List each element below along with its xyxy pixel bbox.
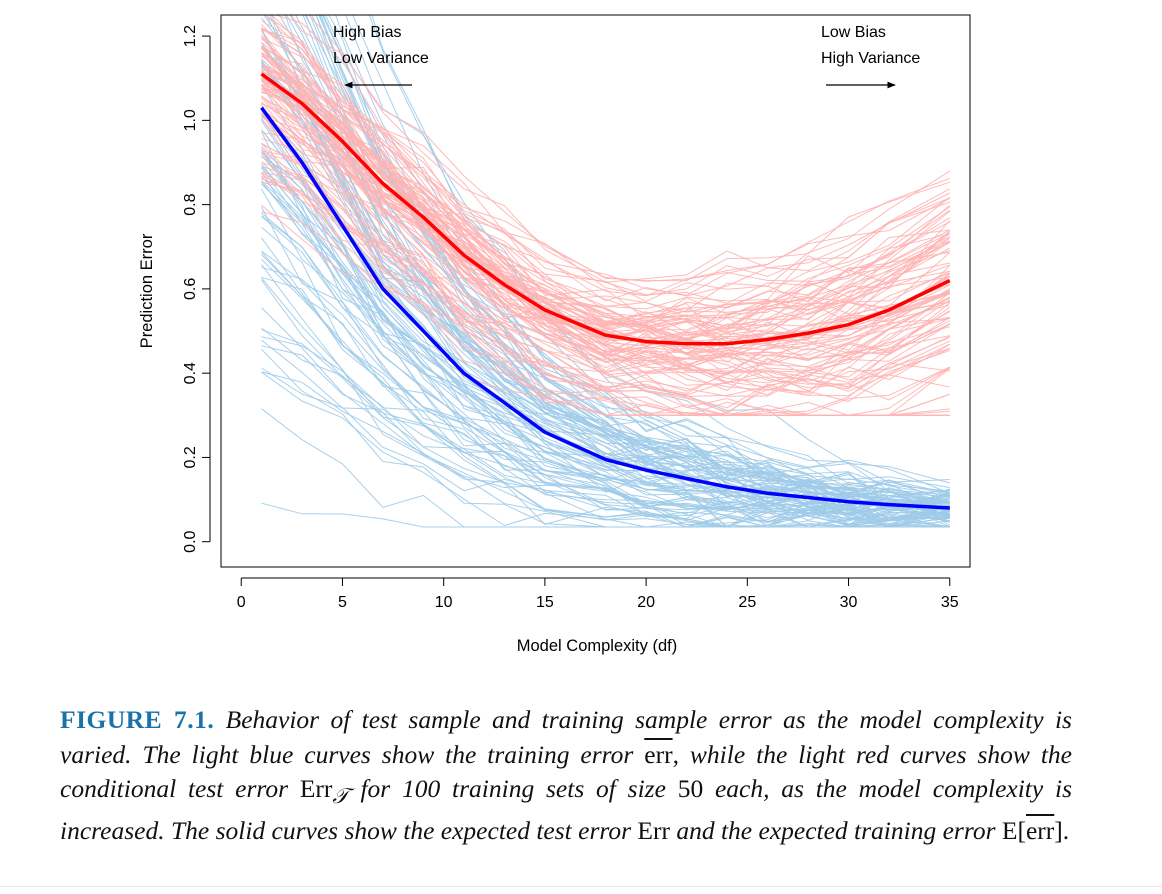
x-tick-label: 25 <box>738 594 756 611</box>
expected-err-symbol: err <box>1025 815 1055 845</box>
caption-text-1: Behavior of test sample and training sam… <box>60 705 1072 769</box>
training-replicate-curve <box>261 188 950 528</box>
y-axis: 0.0 0.2 0.4 0.6 0.8 1.0 1.2 <box>182 25 211 553</box>
expected-test-error-line <box>260 72 951 346</box>
y-tick-label: 0.4 <box>182 362 199 384</box>
low-bias-high-variance-label: High Variance <box>821 50 920 67</box>
caption-text-2: , while the light red curves show the co… <box>60 739 1072 804</box>
test-replicate-curve <box>261 30 950 327</box>
test-replicate-curve <box>261 47 950 360</box>
test-replicate-curve <box>261 77 951 367</box>
test-replicate-curve <box>261 45 951 320</box>
training-replicate-curve <box>261 336 950 508</box>
test-replicate-curve <box>261 166 951 414</box>
test-replicate-curve <box>261 80 950 372</box>
expectation-close: ]. <box>1054 815 1070 845</box>
test-replicate-curve <box>261 103 951 326</box>
training-replicate-curve <box>261 502 950 528</box>
test-replicate-curve <box>261 83 951 376</box>
training-replicate-curve <box>261 329 950 528</box>
training-replicate-curve <box>304 15 950 494</box>
x-axis-label: Model Complexity (df) <box>517 637 677 655</box>
test-replicate-curve <box>261 92 951 339</box>
test-replicate-curve <box>261 36 951 341</box>
x-tick-label: 0 <box>237 594 246 611</box>
test-replicate-curve <box>261 161 951 396</box>
test-replicate-curve <box>261 178 951 416</box>
test-replicate-curve <box>264 15 951 304</box>
page-divider <box>0 886 1162 887</box>
test-replicate-curve <box>261 28 951 302</box>
training-replicate-curve <box>261 276 950 521</box>
training-replicate-curve <box>261 250 950 528</box>
training-replicate-curve <box>371 15 950 494</box>
high-bias-low-variance-label: High Bias <box>333 24 401 41</box>
y-tick-label: 1.2 <box>182 25 199 47</box>
caption-text-4: each, as the model complexity is increas… <box>60 774 1072 845</box>
err-plain-symbol: Err <box>637 815 670 845</box>
test-replicate-curve <box>271 15 951 303</box>
err-t-subscript: 𝒯 <box>332 784 349 809</box>
training-replicate-curve <box>261 183 950 505</box>
training-replicate-curve <box>368 15 950 483</box>
training-replicate-curve <box>261 180 950 522</box>
y-tick-label: 0.8 <box>182 193 199 215</box>
test-replicate-curve <box>261 78 950 390</box>
training-replicate-curve <box>321 15 950 510</box>
err-t-symbol: Err <box>299 774 333 803</box>
x-tick-label: 30 <box>840 594 858 611</box>
caption-text-3: for 100 training sets of size <box>348 774 678 803</box>
x-tick-label: 20 <box>637 594 655 611</box>
x-tick-label: 5 <box>338 594 347 611</box>
high-bias-low-variance-label: Low Variance <box>333 50 429 67</box>
training-replicate-curve <box>261 266 950 527</box>
low-bias-high-variance-label: Low Bias <box>821 24 886 41</box>
test-replicate-curve <box>290 15 951 282</box>
training-replicate-curve <box>261 237 950 528</box>
test-replicate-curve <box>261 113 951 375</box>
training-replicate-curve <box>261 131 950 519</box>
expectation-open: E[ <box>1001 815 1026 845</box>
test-replicate-curve <box>261 37 950 342</box>
figure-caption: FIGURE 7.1. Behavior of test sample and … <box>60 703 1072 848</box>
training-replicate-curve <box>335 15 950 503</box>
test-replicate-curve <box>261 24 950 296</box>
caption-text-5: and the expected training error <box>669 815 1002 845</box>
test-replicate-curve <box>261 211 951 416</box>
figure-label: FIGURE 7.1. <box>60 705 215 734</box>
test-replicate-curve <box>261 107 951 385</box>
annotations: High Bias Low Variance Low Bias High Varian… <box>333 24 920 89</box>
x-tick-label: 10 <box>435 594 453 611</box>
y-axis-label: Prediction Error <box>138 233 156 348</box>
plot-frame <box>220 14 971 568</box>
sample-size: 50 <box>677 774 704 803</box>
err-symbol: err <box>644 739 673 769</box>
test-replicate-curve <box>261 138 951 384</box>
test-replicate-curve <box>261 70 951 334</box>
expected-training-error-line <box>260 106 950 510</box>
x-tick-label: 35 <box>941 594 959 611</box>
test-replicate-curve <box>261 173 950 416</box>
bias-variance-chart: 0 5 10 15 20 25 30 35 0.0 0.2 0.4 0.6 0.8 1.0 1.2 Hig… <box>138 14 971 655</box>
x-axis: 0 5 10 15 20 25 30 35 <box>237 577 959 611</box>
expected-error-curves <box>260 72 951 510</box>
training-replicate-curve <box>261 64 950 511</box>
test-replicate-curve <box>261 150 950 394</box>
test-replicate-curve <box>261 87 951 340</box>
training-replicate-curve <box>265 15 950 516</box>
y-tick-label: 0.2 <box>182 446 199 468</box>
training-replicate-curve <box>261 226 950 528</box>
test-replicate-curve <box>261 108 951 384</box>
x-tick-label: 15 <box>536 594 554 611</box>
y-tick-label: 0.6 <box>182 278 199 300</box>
replicate-curves <box>261 15 951 528</box>
test-replicate-curve <box>273 15 950 297</box>
y-tick-label: 0.0 <box>182 530 199 552</box>
test-replicate-curve <box>261 55 951 347</box>
y-tick-label: 1.0 <box>182 109 199 131</box>
